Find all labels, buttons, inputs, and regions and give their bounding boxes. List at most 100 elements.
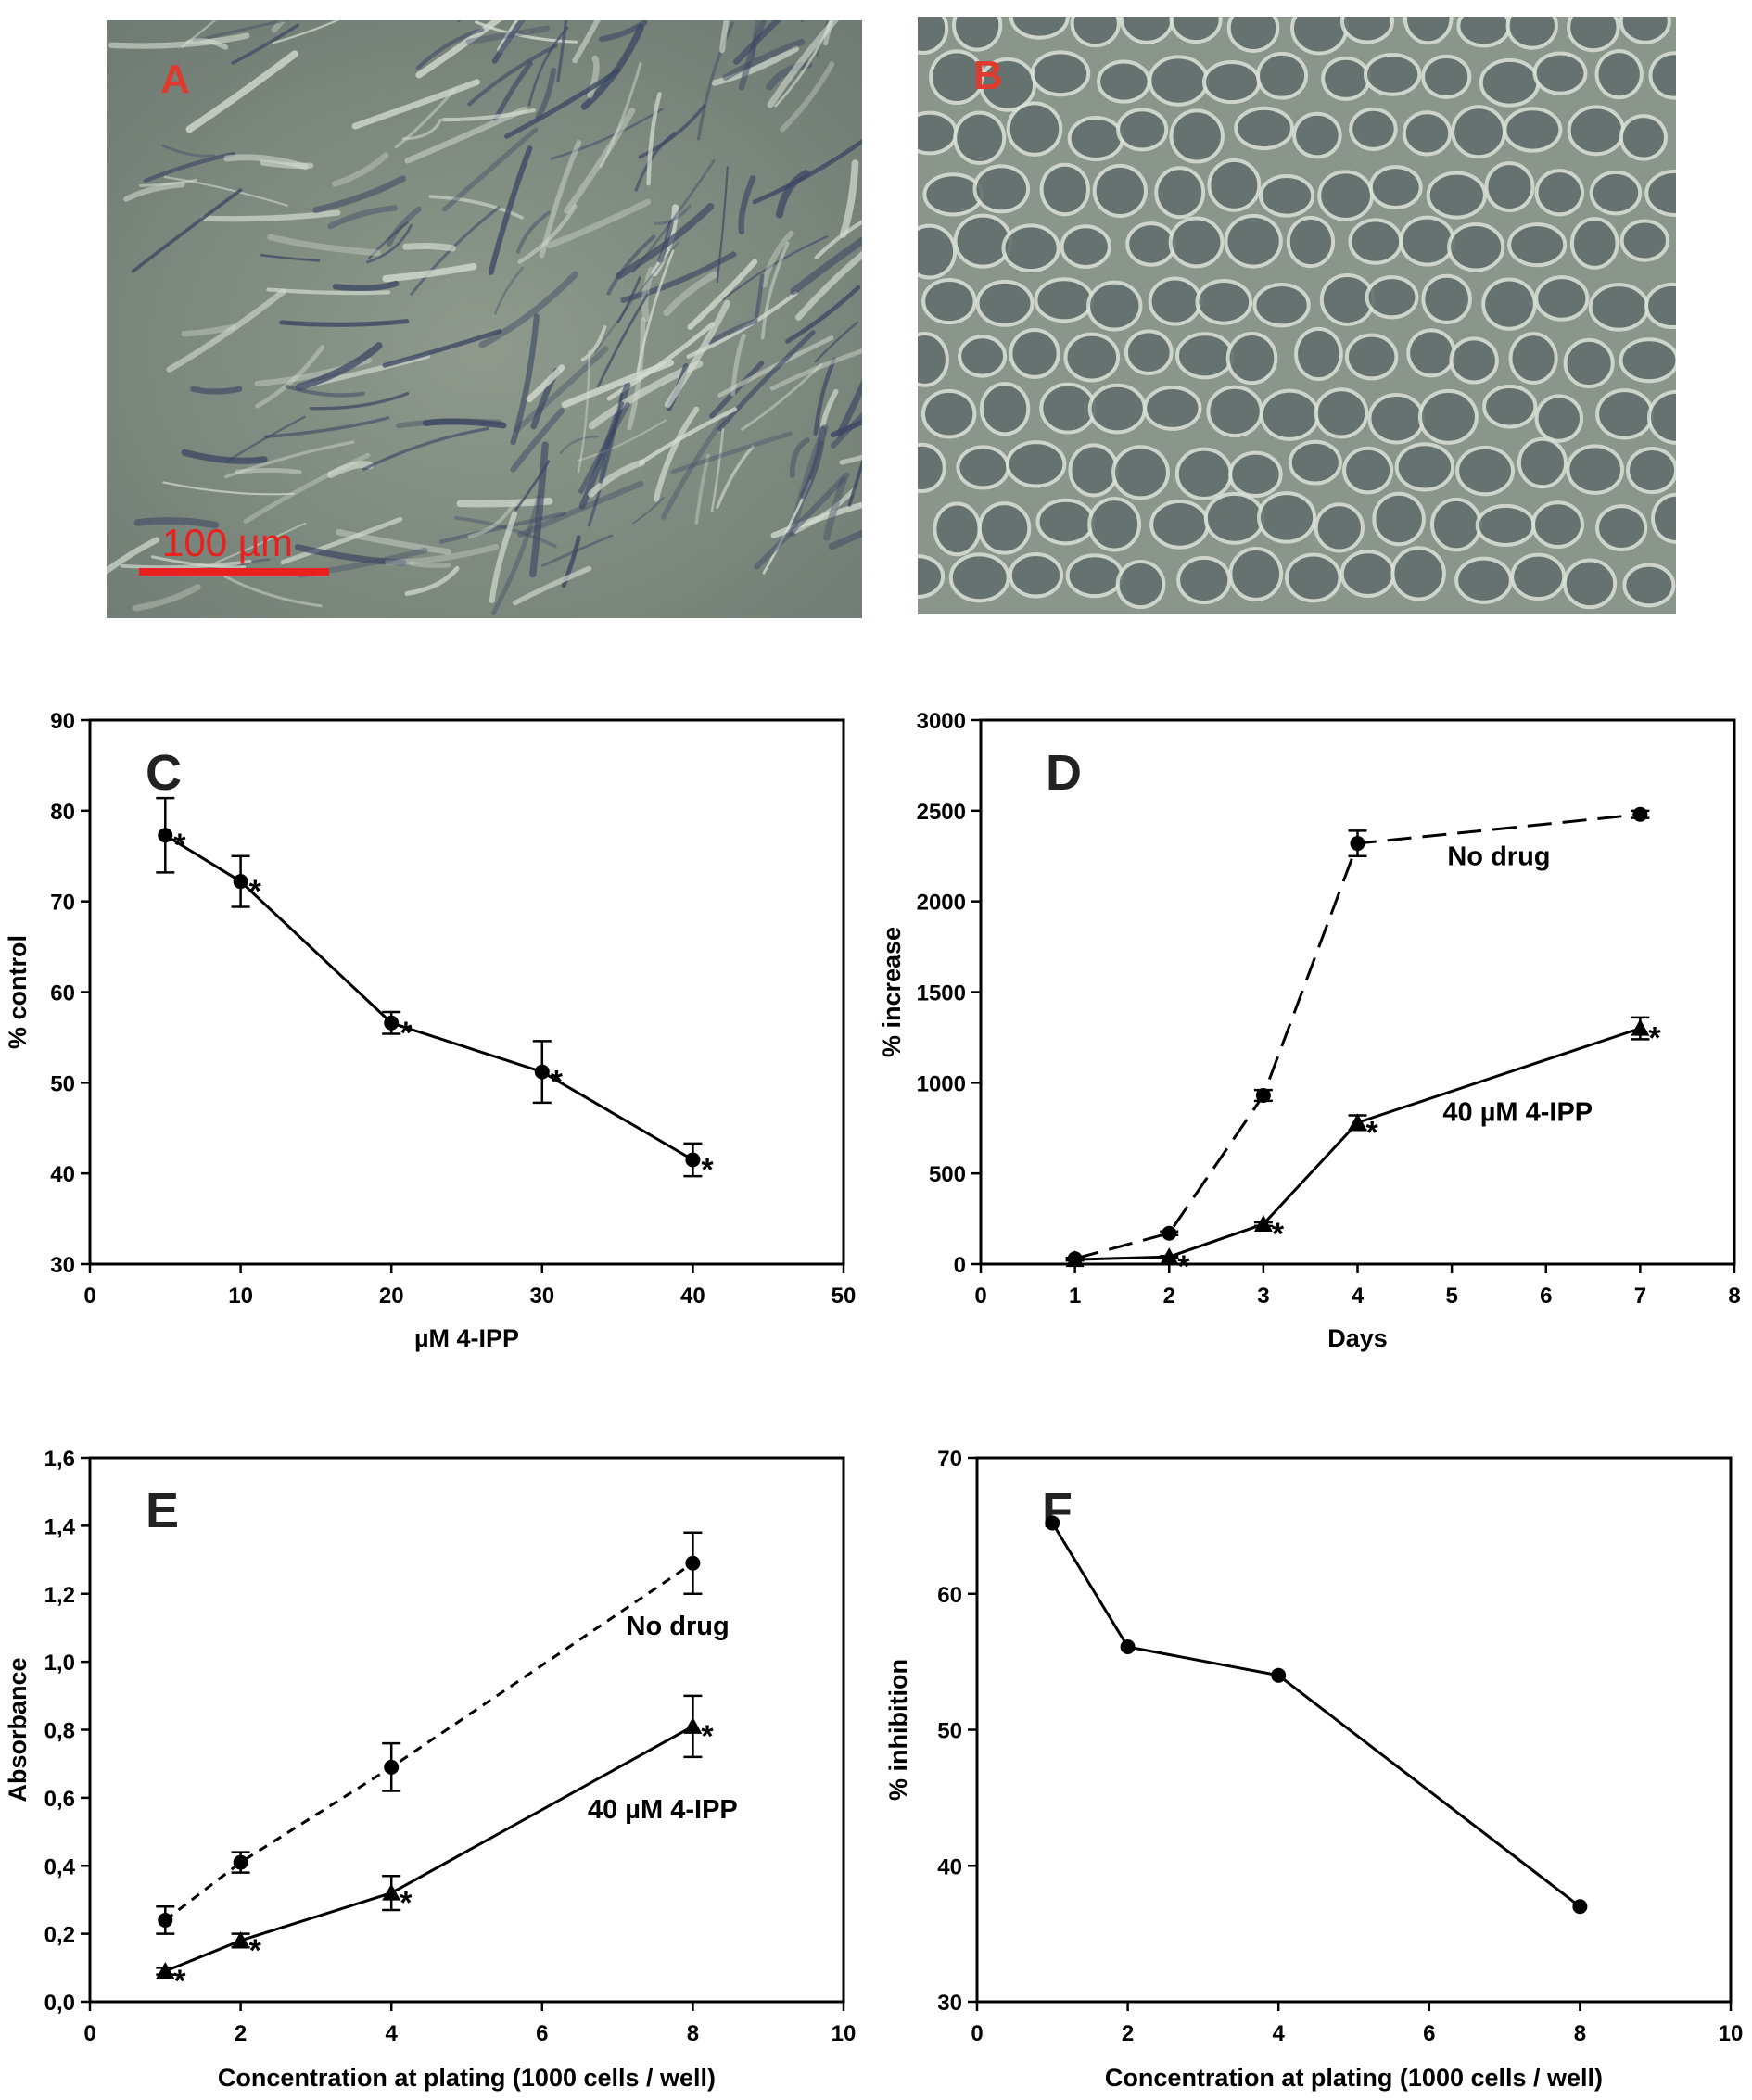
y-tick-label: 0,2 bbox=[44, 1923, 75, 1948]
fiber-stroke bbox=[143, 151, 235, 183]
plot-frame bbox=[88, 718, 845, 1266]
fiber-stroke bbox=[510, 407, 565, 473]
x-tick-label: 8 bbox=[1574, 2021, 1586, 2046]
cell-shape bbox=[1339, 550, 1396, 598]
fiber-stroke bbox=[294, 544, 407, 566]
cell-shape bbox=[1060, 224, 1111, 269]
fiber-stroke bbox=[123, 182, 185, 202]
cell-shape bbox=[1034, 277, 1095, 323]
y-tick-label: 70 bbox=[50, 891, 75, 916]
cell-shape bbox=[1154, 166, 1206, 220]
cell-shape bbox=[918, 331, 949, 387]
cell-shape bbox=[1594, 49, 1644, 100]
plot-frame bbox=[975, 1456, 1733, 2004]
fiber-stroke bbox=[541, 534, 614, 567]
y-tick-label: 3000 bbox=[917, 709, 966, 734]
fiber-stroke bbox=[663, 271, 718, 317]
chart-c-svg: 0 10 20 30 40 50 30 40 50 60 70 80 90 µM 4-IPP % contr… bbox=[4, 709, 856, 1352]
fiber-stroke bbox=[491, 494, 541, 615]
fiber-stroke bbox=[139, 178, 198, 187]
fiber-stroke bbox=[133, 584, 201, 612]
fiber-stroke bbox=[454, 516, 557, 549]
cell-shape bbox=[1534, 169, 1585, 217]
chart-e-svg: 0 2 4 6 8 10 0,0 0,2 0,4 0,6 0,8 1,0 1,2 1,4 1,6 Concen… bbox=[4, 1447, 857, 2092]
fiber-stroke bbox=[386, 206, 422, 247]
cell-shape bbox=[1567, 17, 1620, 53]
fiber-stroke bbox=[577, 349, 590, 474]
cell-shape bbox=[1224, 213, 1283, 269]
cell-shape bbox=[1207, 158, 1262, 212]
cell-shape bbox=[1595, 504, 1648, 552]
fiber-stroke bbox=[790, 236, 862, 296]
x-tick-label: 0 bbox=[971, 2021, 983, 2046]
cell-shape bbox=[1257, 491, 1317, 544]
cell-shape bbox=[918, 554, 946, 600]
cell-shape bbox=[1005, 440, 1067, 488]
fiber-stroke bbox=[488, 145, 533, 275]
y-tick-label: 0,6 bbox=[44, 1787, 75, 1812]
x-tick-label: 2 bbox=[1163, 1284, 1175, 1309]
fiber-stroke bbox=[722, 38, 806, 81]
fiber-stroke bbox=[578, 401, 630, 494]
fiber-stroke bbox=[133, 517, 220, 529]
fiber-stroke bbox=[814, 321, 858, 363]
x-tick-label: 10 bbox=[1719, 2021, 1744, 2046]
cell-shape bbox=[1399, 215, 1455, 267]
cell-shape bbox=[1174, 332, 1235, 380]
fiber-stroke bbox=[279, 319, 410, 327]
fiber-stroke bbox=[580, 325, 607, 361]
series-label: 40 µM 4-IPP bbox=[1442, 1097, 1593, 1127]
cell-shape bbox=[1569, 217, 1619, 270]
x-tick-label: 8 bbox=[1728, 1284, 1740, 1309]
fiber-stroke bbox=[404, 565, 460, 596]
cell-shape bbox=[1206, 385, 1263, 438]
fiber-stroke bbox=[441, 108, 536, 122]
fiber-stroke bbox=[467, 44, 558, 107]
fiber-stroke bbox=[717, 330, 816, 432]
cell-shape bbox=[1406, 328, 1456, 378]
fiber-stroke bbox=[754, 472, 850, 570]
cell-shape bbox=[1589, 170, 1643, 216]
fiber-stroke bbox=[774, 20, 833, 108]
x-tick-label: 0 bbox=[974, 1284, 986, 1309]
fiber-stroke bbox=[515, 210, 551, 254]
fiber-stroke bbox=[741, 362, 823, 431]
circle-marker bbox=[233, 1854, 248, 1870]
circle-marker bbox=[1572, 1899, 1588, 1915]
fiber-stroke bbox=[527, 26, 569, 107]
chart-d: 0 1 2 3 4 5 6 7 8 0 500 1000 1500 2000 2500 3000 Days % i… bbox=[876, 704, 1752, 1372]
circle-marker bbox=[384, 1015, 400, 1031]
cell-shape bbox=[1087, 497, 1142, 552]
cell-shape bbox=[1317, 170, 1374, 221]
fiber-stroke bbox=[694, 453, 710, 525]
fiber-stroke bbox=[599, 62, 642, 169]
y-tick-label: 50 bbox=[50, 1071, 75, 1096]
cell-shape bbox=[922, 172, 984, 217]
x-tick-label: 10 bbox=[832, 2021, 857, 2046]
cell-shape bbox=[1372, 491, 1426, 547]
fiber-stroke bbox=[185, 38, 229, 50]
cell-shape bbox=[1481, 277, 1537, 331]
fiber-stroke bbox=[636, 249, 675, 374]
y-tick-label: 60 bbox=[50, 981, 75, 1006]
cell-shape bbox=[921, 277, 977, 325]
cell-shape bbox=[1035, 498, 1096, 546]
fiber-stroke bbox=[120, 559, 252, 569]
cell-shape bbox=[1124, 329, 1174, 375]
fiber-stroke bbox=[423, 418, 507, 429]
series-label: No drug bbox=[627, 1612, 730, 1641]
fiber-stroke bbox=[546, 198, 652, 249]
cell-shape bbox=[1169, 108, 1225, 164]
fiber-stroke bbox=[599, 401, 625, 484]
fiber-stroke bbox=[847, 458, 862, 507]
fibroblast-texture bbox=[107, 20, 862, 615]
cell-shape bbox=[1367, 392, 1426, 445]
scale-bar bbox=[139, 568, 329, 576]
cell-shape bbox=[1342, 446, 1394, 495]
fiber-stroke bbox=[550, 108, 664, 160]
cell-shape bbox=[1288, 439, 1342, 486]
scale-bar-label: 100 µm bbox=[162, 521, 293, 564]
triangle-marker bbox=[1065, 1250, 1085, 1268]
cell-shape bbox=[1349, 107, 1398, 151]
fiber-stroke bbox=[166, 288, 286, 373]
